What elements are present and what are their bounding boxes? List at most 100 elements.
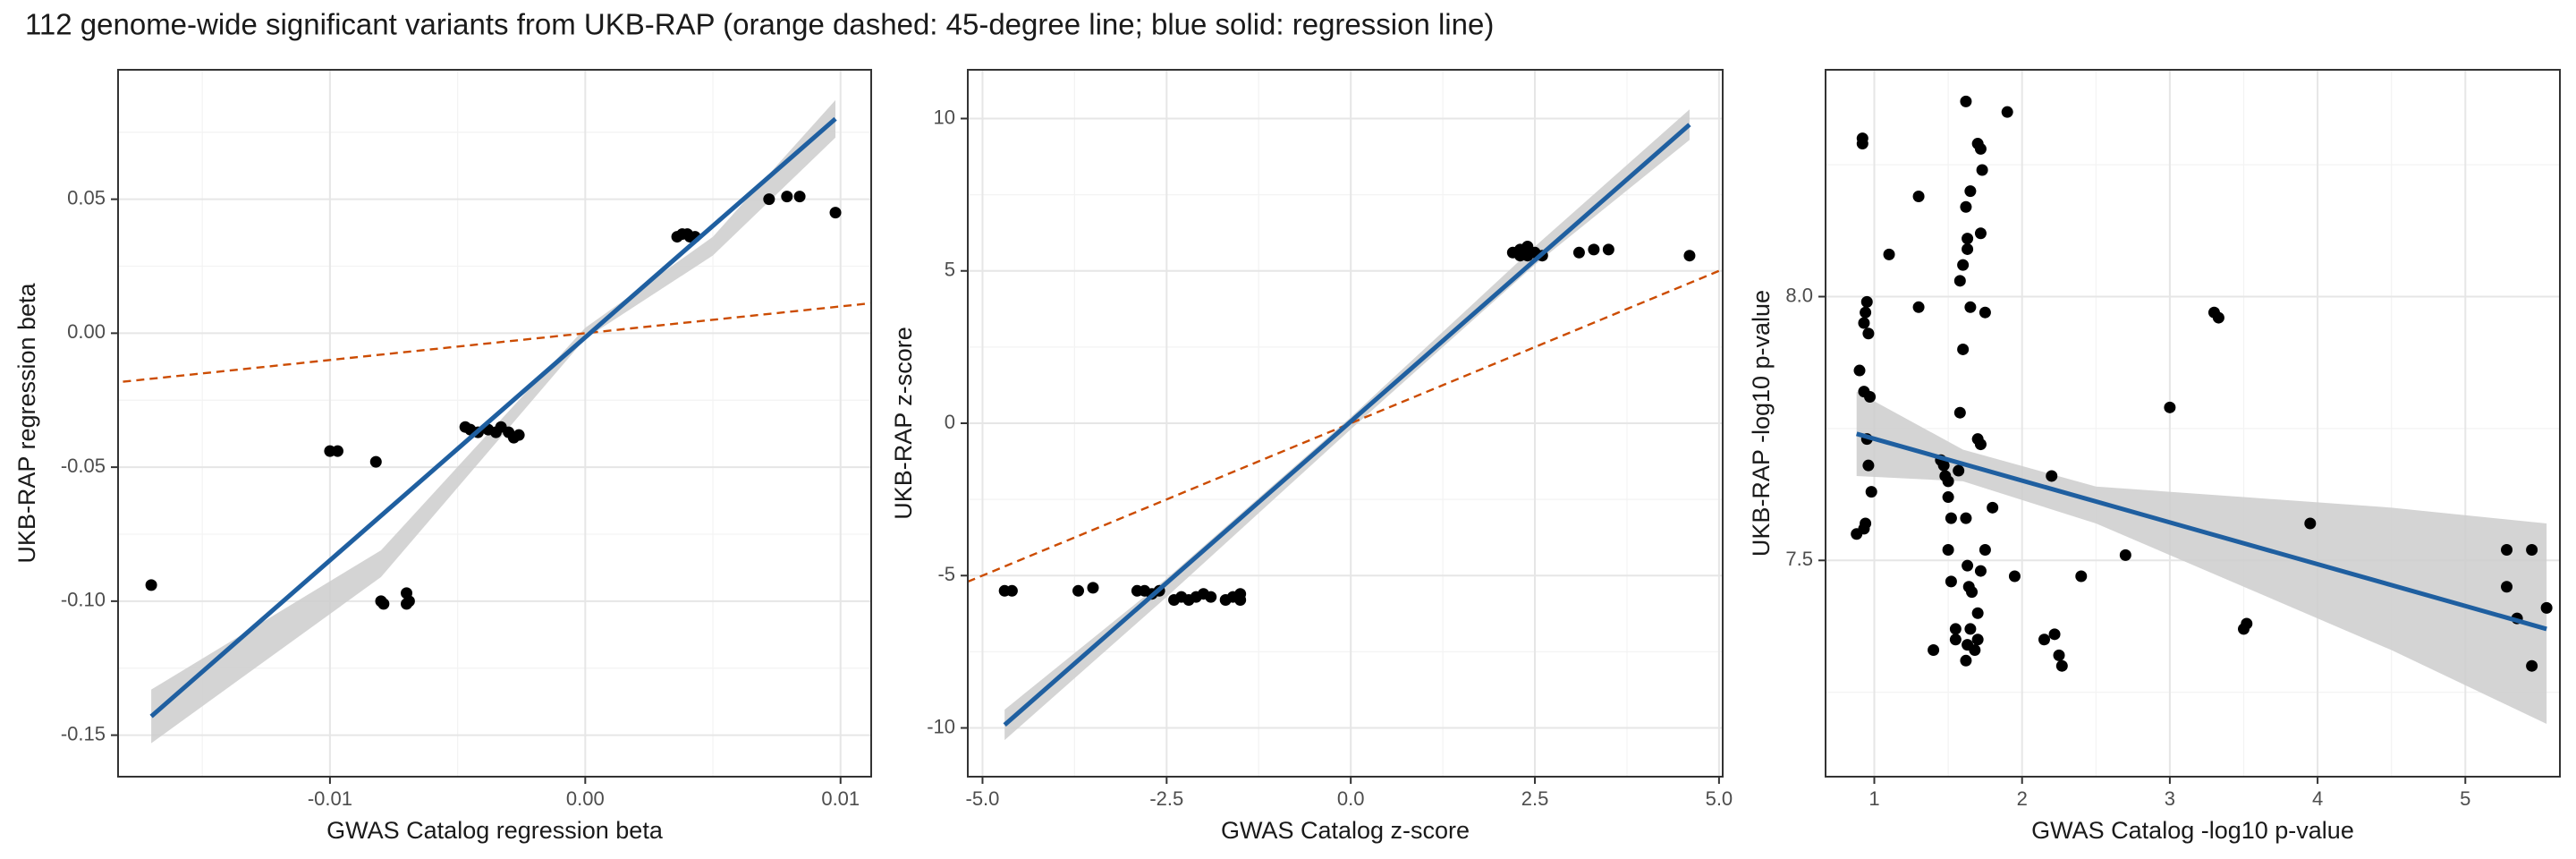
point [2075, 570, 2088, 583]
point [1974, 565, 1987, 577]
point [1942, 475, 1954, 488]
point [1588, 243, 1600, 256]
x-tick-label: 0.0 [1337, 787, 1365, 810]
chart-title: 112 genome-wide significant variants fro… [25, 8, 1494, 41]
point [401, 598, 413, 610]
x-tick-label: 2 [2017, 787, 2028, 810]
point [2212, 311, 2224, 324]
point [2526, 543, 2538, 556]
point [1979, 543, 1991, 556]
point [1912, 190, 1925, 202]
point [1862, 327, 1875, 340]
point [1853, 364, 1866, 377]
point [1602, 243, 1614, 256]
x-tick-label: -2.5 [1149, 787, 1183, 810]
confidence-band [151, 99, 836, 744]
point [1962, 242, 1974, 255]
point [2540, 601, 2553, 614]
point [1974, 438, 1987, 451]
x-axis-label: GWAS Catalog z-score [1221, 817, 1470, 844]
point [369, 455, 382, 468]
point [1883, 248, 1895, 260]
point [2526, 659, 2538, 672]
y-tick-label: -0.15 [61, 722, 106, 744]
point [2304, 517, 2317, 530]
point [1953, 464, 1965, 477]
point [1860, 517, 1872, 530]
point [793, 191, 806, 203]
point [1971, 607, 1984, 619]
point [145, 579, 157, 591]
point [1960, 200, 1972, 213]
panel: -0.01 0.00 0.01 -0.15 -0.10 -0.05 0.00 0.05 GWAS… [13, 69, 872, 844]
plot-area [118, 70, 871, 777]
point [2241, 617, 2253, 630]
point [1928, 644, 1940, 657]
point [1234, 594, 1247, 606]
point [2053, 649, 2065, 661]
point [1953, 406, 1966, 419]
plot-area [968, 70, 1723, 777]
point [1072, 584, 1085, 597]
point [1969, 644, 1981, 657]
x-tick-label: 5 [2460, 787, 2470, 810]
point [2119, 549, 2131, 561]
point [1960, 654, 1972, 667]
plot-area [1826, 70, 2560, 777]
point [1964, 185, 1977, 198]
point [781, 191, 793, 203]
panel: -5.0 -2.5 0.0 2.5 5.0 -10 -5 0 5 10 GWAS Catalog z… [890, 69, 1733, 844]
point [829, 207, 842, 219]
x-tick-label: 2.5 [1521, 787, 1549, 810]
panel: 1 2 3 4 5 7.5 8.0 GWAS Catalog -log10 p-value UK… [1748, 69, 2561, 844]
point [1514, 250, 1527, 262]
x-axis-label: GWAS Catalog -log10 p-value [2031, 817, 2354, 844]
point [1976, 164, 1988, 176]
point [2008, 570, 2021, 583]
point [1974, 227, 1987, 240]
x-tick-label: 4 [2312, 787, 2323, 810]
y-tick-label: -0.05 [61, 455, 106, 477]
point [2055, 659, 2068, 672]
point [1960, 95, 1972, 107]
point [763, 193, 775, 206]
y-axis-label: UKB-RAP regression beta [13, 282, 40, 563]
point [2164, 401, 2176, 413]
point [1964, 301, 1977, 313]
x-tick-label: -5.0 [966, 787, 1000, 810]
point [1949, 634, 1962, 646]
point [1971, 634, 1984, 646]
point [1949, 623, 1962, 635]
point [1856, 138, 1868, 150]
point [1087, 582, 1099, 594]
point [2046, 470, 2058, 482]
point [1865, 486, 1877, 498]
point [1205, 591, 1217, 603]
point [1864, 391, 1877, 404]
point [513, 429, 525, 441]
y-axis-label: UKB-RAP z-score [890, 327, 917, 520]
point [2001, 106, 2013, 118]
y-axis-label: UKB-RAP -log10 p-value [1748, 290, 1775, 557]
panel-border [967, 69, 1724, 778]
point [1572, 246, 1585, 259]
point [1683, 250, 1696, 262]
point [1962, 559, 1974, 572]
point [2501, 543, 2513, 556]
x-tick-label: 1 [1868, 787, 1879, 810]
point [1942, 491, 1954, 504]
point [1862, 459, 1875, 472]
point [2048, 628, 2061, 641]
point [2038, 634, 2050, 646]
x-tick-label: 0.00 [566, 787, 605, 810]
panel-border [117, 69, 872, 778]
point [1858, 317, 1870, 329]
regression-line [1003, 123, 1691, 727]
y-tick-label: 0.05 [67, 186, 106, 208]
x-tick-label: 5.0 [1706, 787, 1733, 810]
y-tick-label: -10 [927, 715, 955, 737]
point [1860, 295, 1873, 308]
point [1912, 301, 1925, 313]
point [1962, 233, 1974, 245]
y-tick-label: 7.5 [1785, 548, 1813, 570]
